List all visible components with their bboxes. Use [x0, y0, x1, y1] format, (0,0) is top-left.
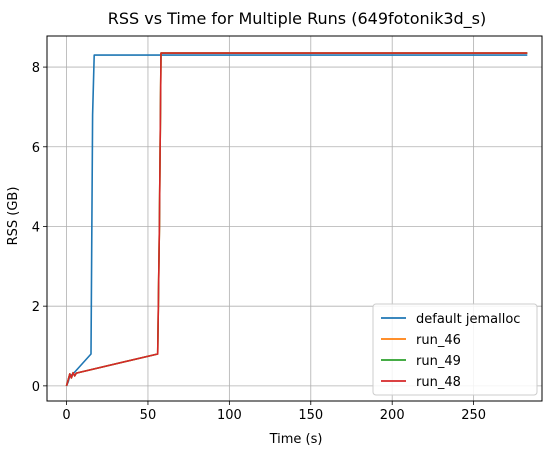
legend-label: run_49	[416, 354, 461, 369]
x-axis-title: Time (s)	[269, 432, 323, 447]
series-line-run_48	[65, 52, 528, 387]
y-tick-label: 0	[32, 380, 40, 395]
legend-label: run_48	[416, 375, 461, 390]
plot-frame	[46, 35, 543, 402]
x-tick-label: 100	[217, 408, 242, 423]
legend-label: run_46	[416, 333, 461, 348]
x-tick-label: 150	[298, 408, 323, 423]
x-tick-label: 250	[461, 408, 486, 423]
plot-lines	[65, 52, 528, 387]
y-tick-label: 6	[32, 141, 40, 156]
legend: default jemalloc run_46 run_49 run_48	[372, 303, 538, 396]
y-tick-label: 4	[32, 220, 40, 235]
grid	[47, 36, 542, 401]
y-tick-label: 2	[32, 300, 40, 315]
legend-label: default jemalloc	[416, 312, 520, 327]
x-tick-label: 200	[380, 408, 405, 423]
legend-box	[372, 303, 538, 396]
x-tick-label: 0	[62, 408, 70, 423]
x-tick-label: 50	[140, 408, 157, 423]
chart-title: RSS vs Time for Multiple Runs (649fotoni…	[108, 9, 487, 29]
y-tick-label: 8	[32, 61, 40, 76]
axis-ticks: 0 50 100 150 200 250 0 2 4 6 8	[32, 61, 486, 423]
y-axis-title: RSS (GB)	[6, 187, 21, 246]
